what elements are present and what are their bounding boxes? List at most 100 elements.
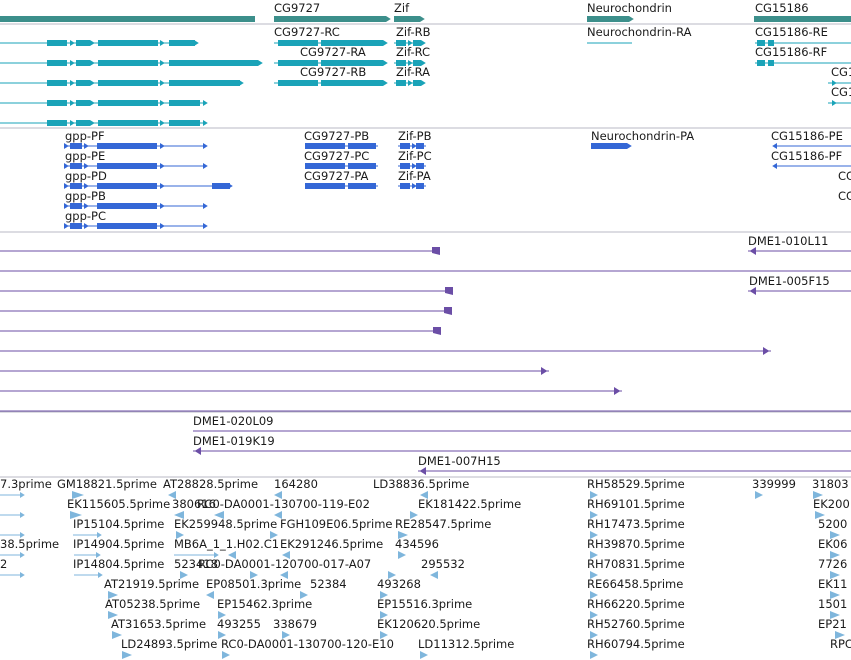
est-label[interactable]: AT28828.5prime (163, 477, 258, 491)
est-label[interactable]: IP14904.5prime (73, 537, 164, 551)
est-label[interactable]: 380616 (172, 497, 216, 511)
est-mark[interactable] (590, 651, 598, 659)
est-mark[interactable] (590, 491, 598, 499)
est-label[interactable]: FGH109E06.5prime (280, 517, 393, 531)
exon-block[interactable] (169, 60, 258, 66)
est-mark[interactable] (835, 631, 845, 639)
transcript-label[interactable]: Zif-RA (396, 65, 430, 79)
est-label[interactable]: 7.3prime (0, 477, 52, 491)
gene-block[interactable] (587, 16, 629, 22)
est-label[interactable]: 7726 (818, 557, 847, 571)
clone-label[interactable]: DME1-007H15 (418, 454, 501, 468)
est-mark[interactable] (282, 551, 290, 559)
est-mark[interactable] (590, 571, 598, 579)
est-mark[interactable] (72, 491, 84, 499)
exon-block[interactable] (278, 40, 318, 46)
est-label[interactable]: LD24893.5prime (121, 637, 217, 651)
exon-block[interactable] (768, 60, 774, 66)
exon-block[interactable] (169, 100, 200, 106)
est-label[interactable]: EK200 (813, 497, 850, 511)
exon-block[interactable] (98, 40, 158, 46)
protein-label[interactable]: Zif-PB (398, 129, 432, 143)
est-label[interactable]: RH60794.5prime (587, 637, 685, 651)
est-label[interactable]: 164280 (274, 477, 318, 491)
exon-block[interactable] (47, 120, 67, 126)
est-label[interactable]: EP21 (818, 617, 847, 631)
transcript-label[interactable]: Zif-RB (396, 25, 431, 39)
clone-label[interactable]: DME1-010L11 (748, 234, 829, 248)
est-mark[interactable] (830, 551, 840, 559)
exon-block[interactable] (348, 163, 376, 169)
est-mark[interactable] (108, 611, 118, 619)
protein-label[interactable]: CG15186-PE (771, 129, 843, 143)
est-mark[interactable] (214, 511, 224, 519)
protein-label[interactable]: gpp-PB (65, 189, 106, 203)
protein-label[interactable]: gpp-PD (65, 169, 107, 183)
est-label[interactable]: RC0-DA0001-130700-120-E10 (221, 637, 394, 651)
est-label[interactable]: EP15516.3prime (377, 597, 472, 611)
est-mark[interactable] (830, 531, 840, 539)
exon-block[interactable] (278, 60, 318, 66)
est-mark[interactable] (380, 631, 388, 639)
exon-block[interactable] (76, 40, 90, 46)
est-label[interactable]: 52384 (310, 577, 347, 591)
exon-block[interactable] (413, 40, 421, 46)
protein-label[interactable]: Zif-PA (398, 169, 431, 183)
est-label[interactable]: RE28547.5prime (395, 517, 491, 531)
est-label[interactable]: 493255 (217, 617, 261, 631)
exon-block[interactable] (768, 40, 774, 46)
clone-label[interactable]: DME1-020L09 (193, 414, 274, 428)
est-mark[interactable] (830, 591, 840, 599)
est-mark[interactable] (590, 611, 598, 619)
est-label[interactable]: 338679 (273, 617, 317, 631)
est-mark[interactable] (282, 631, 290, 639)
est-mark[interactable] (388, 571, 396, 579)
est-mark[interactable] (590, 551, 598, 559)
est-label[interactable]: EK181422.5prime (418, 497, 521, 511)
est-mark[interactable] (410, 511, 418, 519)
est-mark[interactable] (206, 591, 214, 599)
est-mark[interactable] (122, 651, 132, 659)
est-mark[interactable] (300, 591, 308, 599)
est-mark[interactable] (228, 551, 236, 559)
est-mark[interactable] (70, 511, 82, 519)
exon-block[interactable] (416, 183, 424, 189)
est-mark[interactable] (420, 651, 428, 659)
est-label[interactable]: RH66220.5prime (587, 597, 685, 611)
est-mark[interactable] (830, 611, 840, 619)
transcript-label[interactable]: Zif-RC (396, 45, 430, 59)
protein-label[interactable]: CG15186-PF (771, 149, 842, 163)
est-label[interactable]: RC0-DA0001-130700-119-E02 (197, 497, 370, 511)
transcript-label[interactable]: CG1 (831, 65, 851, 79)
est-mark[interactable] (380, 591, 388, 599)
exon-block[interactable] (47, 80, 67, 86)
exon-block[interactable] (97, 143, 157, 149)
protein-label[interactable]: gpp-PC (65, 209, 106, 223)
exon-block[interactable] (98, 80, 158, 86)
exon-block[interactable] (97, 183, 157, 189)
exon-block[interactable] (76, 80, 90, 86)
exon-block[interactable] (416, 163, 424, 169)
exon-block[interactable] (305, 183, 345, 189)
est-mark[interactable] (108, 591, 118, 599)
est-label[interactable]: IP15104.5prime (73, 517, 164, 531)
exon-block[interactable] (98, 60, 158, 66)
exon-block[interactable] (212, 183, 230, 189)
exon-block[interactable] (400, 143, 410, 149)
est-mark[interactable] (590, 631, 598, 639)
transcript-label[interactable]: Neurochondrin-RA (587, 25, 692, 39)
exon-block[interactable] (413, 80, 421, 86)
exon-block[interactable] (169, 80, 240, 86)
est-label[interactable]: GM18821.5prime (57, 477, 157, 491)
est-label[interactable]: 493268 (377, 577, 421, 591)
est-mark[interactable] (830, 571, 840, 579)
exon-block[interactable] (47, 60, 67, 66)
est-label[interactable]: IP14804.5prime (73, 557, 164, 571)
est-label[interactable]: EP15462.3prime (217, 597, 312, 611)
est-mark[interactable] (174, 511, 184, 519)
est-label[interactable]: 38.5prime (0, 537, 59, 551)
protein-label[interactable]: CG9727-PA (304, 169, 369, 183)
exon-block[interactable] (70, 223, 82, 229)
exon-block[interactable] (47, 100, 67, 106)
transcript-label[interactable]: CG9727-RC (274, 25, 340, 39)
